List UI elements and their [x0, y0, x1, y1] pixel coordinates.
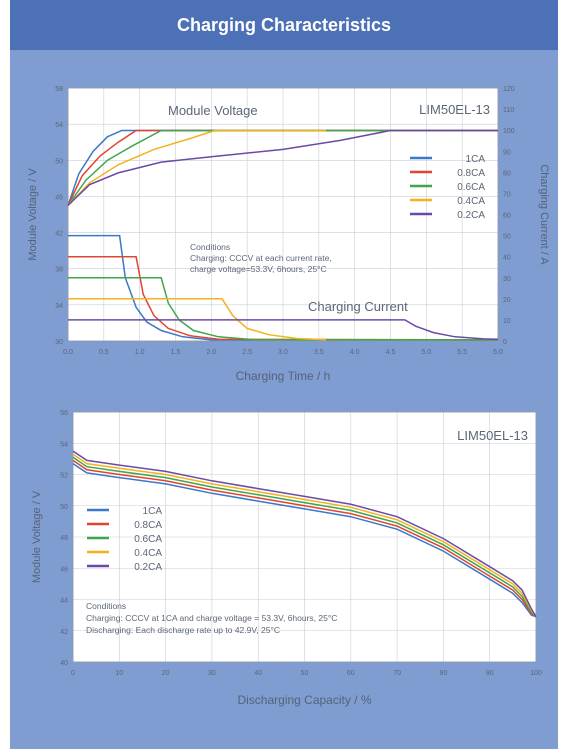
chart2-frame [72, 411, 537, 663]
chart2-legend-label-0.6CA: 0.6CA [134, 534, 162, 545]
chart1-current-line-1CA [68, 234, 498, 341]
chart1-conditions-line: charge voltage=53.3V, 6hours, 25°C [190, 264, 327, 274]
chart1-x-tick-label: 3.5 [314, 349, 324, 356]
chart1-legend-label-1CA: 1CA [466, 154, 486, 165]
chart1-x-tick-label: 0.5 [99, 349, 109, 356]
chart1-y2-axis-label: Charging Current / A [538, 164, 550, 265]
chart2-y-tick-label: 50 [60, 504, 68, 511]
chart1-model-label: LIM50EL-13 [419, 102, 490, 117]
chart2-line-1CA [72, 462, 537, 618]
chart1-x-tick-label: 1.5 [171, 349, 181, 356]
chart2-y-tick-label: 52 [60, 473, 68, 480]
chart2-legend-label-1CA: 1CA [143, 506, 163, 517]
chart1-y-tick-label: 58 [55, 86, 63, 93]
chart1-x-tick-label: 2.5 [242, 349, 252, 356]
chart1-y-tick-label: 42 [55, 231, 63, 238]
chart1-x-tick-label: 5.5 [457, 349, 467, 356]
chart1-y-axis-label: Module Voltage / V [27, 168, 39, 261]
chart2-legend-label-0.4CA: 0.4CA [134, 548, 162, 559]
chart2-x-tick-label: 30 [208, 670, 216, 677]
chart2-y-tick-label: 42 [60, 629, 68, 636]
chart1-y2-tick-label: 0 [503, 339, 507, 346]
chart1-y-tick-label: 46 [55, 194, 63, 201]
page-title: Charging Characteristics [176, 15, 392, 35]
chart1-y-tick-label: 34 [55, 303, 63, 310]
chart2-model-label: LIM50EL-13 [457, 428, 528, 443]
chart1-y-tick-label: 38 [55, 267, 63, 274]
chart2-line-0.2CA [72, 450, 537, 618]
header-bar: Charging Characteristics [10, 0, 558, 50]
chart1-conditions-line: Charging: CCCV at each current rate, [190, 253, 332, 263]
chart1-x-tick-label: 4.0 [350, 349, 360, 356]
chart1-y2-tick-label: 30 [503, 276, 511, 283]
chart2-x-tick-label: 80 [440, 670, 448, 677]
chart2-y-tick-label: 56 [60, 410, 68, 417]
chart1-y2-tick-label: 110 [503, 107, 514, 114]
chart2-x-tick-label: 90 [486, 670, 494, 677]
chart2-x-tick-label: 10 [115, 670, 123, 677]
chart1-y2-tick-label: 10 [503, 318, 511, 325]
chart1-y-tick-label: 30 [55, 339, 63, 346]
chart2-x-tick-label: 60 [347, 670, 355, 677]
chart1-frame [67, 87, 499, 342]
chart2-conditions-line: Discharging: Each discharge rate up to 4… [86, 625, 280, 635]
chart1-conditions-line: Conditions [190, 242, 230, 252]
chart2-legend-label-0.2CA: 0.2CA [134, 562, 162, 573]
chart1-y2-tick-label: 60 [503, 213, 511, 220]
chart1-voltage-line-0.4CA [67, 129, 326, 207]
chart2-y-tick-label: 54 [60, 441, 68, 448]
chart2-y-tick-label: 48 [60, 535, 68, 542]
chart2-x-tick-label: 40 [254, 670, 262, 677]
chart2-line-0.4CA [72, 453, 537, 618]
chart2-x-tick-label: 50 [301, 670, 309, 677]
chart1-y2-tick-label: 90 [503, 149, 511, 156]
chart2-y-tick-label: 44 [60, 598, 68, 605]
chart1-legend-label-0.2CA: 0.2CA [457, 210, 485, 221]
chart2-legend-label-0.8CA: 0.8CA [134, 520, 162, 531]
chart1-annotation-current: Charging Current [308, 299, 408, 314]
chart2-x-tick-label: 70 [393, 670, 401, 677]
chart2-y-tick-label: 46 [60, 566, 68, 573]
chart1-x-tick-label: 4.5 [386, 349, 396, 356]
chart2-conditions-line: Conditions [86, 601, 126, 611]
chart1-current-line-0.2CA [68, 319, 499, 341]
chart1-y2-tick-label: 50 [503, 234, 511, 241]
chart1-y2-tick-label: 80 [503, 170, 511, 177]
chart1-x-tick-label: 3.0 [278, 349, 288, 356]
chart1-x-tick-label: 5.0 [421, 349, 431, 356]
chart1-y-tick-label: 50 [55, 158, 63, 165]
chart2-line-0.6CA [72, 456, 537, 618]
chart2-x-tick-label: 20 [162, 670, 170, 677]
chart1-legend-label-0.6CA: 0.6CA [457, 182, 485, 193]
chart2-conditions-line: Charging: CCCV at 1CA and charge voltage… [86, 613, 337, 623]
chart1-x-tick-label: 1.0 [135, 349, 145, 356]
chart1-annotation-voltage: Module Voltage [168, 103, 258, 118]
chart1-y2-tick-label: 100 [503, 128, 515, 135]
chart1-current-line-0.4CA [68, 298, 327, 341]
chart2-x-tick-label: 100 [530, 670, 542, 677]
chart1-y2-tick-label: 70 [503, 191, 511, 198]
chart1-y2-tick-label: 120 [503, 86, 515, 93]
chart1-current-line-0.6CA [68, 277, 499, 341]
chart1-x-axis-label: Charging Time / h [236, 369, 331, 383]
chart2-x-axis-label: Discharging Capacity / % [237, 693, 371, 707]
chart2-x-tick-label: 0 [71, 670, 75, 677]
chart2-y-tick-label: 40 [60, 660, 68, 667]
chart1-y2-tick-label: 20 [503, 297, 511, 304]
chart1-x-tick-label: 2.0 [206, 349, 216, 356]
chart1-voltage-line-0.2CA [67, 129, 498, 207]
chart1-y-tick-label: 54 [55, 122, 63, 129]
chart1-current-line-0.8CA [68, 255, 499, 341]
chart1-legend-label-0.4CA: 0.4CA [457, 196, 485, 207]
chart1-legend-label-0.8CA: 0.8CA [457, 168, 485, 179]
chart1-x-tick-label: 6.0 [493, 349, 503, 356]
chart2-y-axis-label: Module Voltage / V [31, 490, 43, 583]
chart1-y2-tick-label: 40 [503, 255, 511, 262]
chart2-line-0.8CA [72, 459, 537, 618]
chart1-x-tick-label: 0.0 [63, 349, 73, 356]
